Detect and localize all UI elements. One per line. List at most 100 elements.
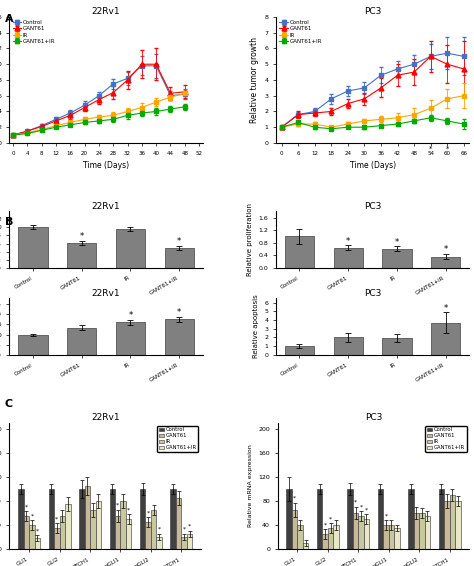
Text: C: C (5, 399, 13, 409)
Bar (431, 256, 460, 268)
Bar (347, 489, 353, 549)
X-axis label: Time (Days): Time (Days) (83, 161, 129, 170)
Bar (389, 525, 394, 549)
Text: *: * (188, 524, 191, 529)
Bar (90, 510, 96, 549)
Bar (383, 338, 412, 354)
Text: A: A (5, 14, 13, 24)
Bar (444, 501, 450, 549)
Legend: Control, GANT61, IR, GANT61+IR: Control, GANT61, IR, GANT61+IR (12, 20, 56, 44)
Text: *: * (444, 246, 448, 255)
Bar (383, 249, 412, 268)
Text: *: * (128, 311, 133, 320)
Y-axis label: Relative tumor growth: Relative tumor growth (250, 37, 259, 123)
Bar (414, 513, 419, 549)
Bar (353, 513, 358, 549)
Bar (116, 323, 145, 354)
Bar (292, 510, 297, 549)
Title: PC3: PC3 (364, 201, 382, 211)
Title: 22Rv1: 22Rv1 (91, 413, 119, 422)
Text: *: * (446, 146, 449, 152)
Legend: Control, GANT61, IR, GANT61+IR: Control, GANT61, IR, GANT61+IR (157, 426, 199, 452)
Bar (285, 237, 314, 268)
Text: *: * (146, 510, 150, 515)
Bar (29, 525, 35, 549)
Bar (333, 525, 339, 549)
Bar (187, 534, 192, 549)
Text: *: * (329, 516, 332, 521)
Text: B: B (5, 217, 13, 228)
Bar (164, 247, 194, 268)
Title: PC3: PC3 (364, 289, 382, 298)
Bar (54, 528, 60, 549)
Bar (24, 516, 29, 549)
Title: 22Rv1: 22Rv1 (92, 289, 120, 298)
Bar (156, 537, 162, 549)
Bar (126, 519, 131, 549)
Bar (79, 489, 84, 549)
Bar (60, 516, 65, 549)
Bar (18, 489, 24, 549)
Text: *: * (395, 238, 399, 247)
Bar (425, 516, 430, 549)
Text: *: * (365, 507, 368, 512)
Bar (115, 516, 120, 549)
Bar (182, 537, 187, 549)
Text: *: * (293, 496, 296, 501)
Text: *: * (36, 528, 39, 533)
Text: *: * (429, 146, 432, 152)
Bar (151, 510, 156, 549)
Bar (176, 498, 182, 549)
Bar (96, 501, 101, 549)
Bar (303, 543, 308, 549)
Bar (116, 229, 145, 268)
Text: *: * (444, 303, 448, 312)
Bar (438, 489, 444, 549)
Bar (334, 248, 363, 268)
Bar (164, 319, 194, 354)
Bar (49, 489, 54, 549)
Y-axis label: Relative mRNA expression: Relative mRNA expression (248, 445, 253, 528)
Bar (455, 501, 461, 549)
Text: *: * (384, 513, 388, 518)
Text: *: * (346, 237, 350, 246)
Legend: Control, GANT61, IR, GANT61+IR: Control, GANT61, IR, GANT61+IR (279, 20, 322, 44)
Bar (378, 489, 383, 549)
Bar (67, 328, 96, 354)
Legend: Control, GANT61, IR, GANT61+IR: Control, GANT61, IR, GANT61+IR (426, 426, 466, 452)
Bar (408, 489, 414, 549)
Bar (286, 489, 292, 549)
Bar (334, 337, 363, 354)
Text: *: * (177, 237, 182, 246)
Bar (35, 538, 40, 549)
Bar (146, 522, 151, 549)
Text: *: * (182, 527, 186, 532)
Bar (140, 489, 146, 549)
Y-axis label: Relative apoptosis: Relative apoptosis (253, 295, 259, 358)
Bar (328, 528, 333, 549)
Bar (364, 519, 369, 549)
Bar (109, 489, 115, 549)
Bar (317, 489, 322, 549)
Y-axis label: Relative proliferation: Relative proliferation (247, 203, 253, 276)
Text: *: * (116, 503, 119, 508)
Title: PC3: PC3 (364, 7, 382, 16)
Text: *: * (157, 527, 161, 532)
Bar (358, 516, 364, 549)
Title: PC3: PC3 (365, 413, 382, 422)
Text: *: * (323, 522, 327, 527)
Title: 22Rv1: 22Rv1 (92, 201, 120, 211)
Bar (431, 323, 460, 354)
Text: *: * (30, 513, 34, 518)
Bar (383, 525, 389, 549)
X-axis label: Time (Days): Time (Days) (350, 161, 396, 170)
Text: *: * (55, 516, 58, 521)
Text: *: * (359, 504, 363, 509)
Text: *: * (80, 232, 84, 241)
Bar (67, 243, 96, 268)
Bar (18, 228, 47, 268)
Bar (285, 346, 314, 354)
Bar (322, 534, 328, 549)
Bar (18, 335, 47, 354)
Text: *: * (25, 504, 28, 509)
